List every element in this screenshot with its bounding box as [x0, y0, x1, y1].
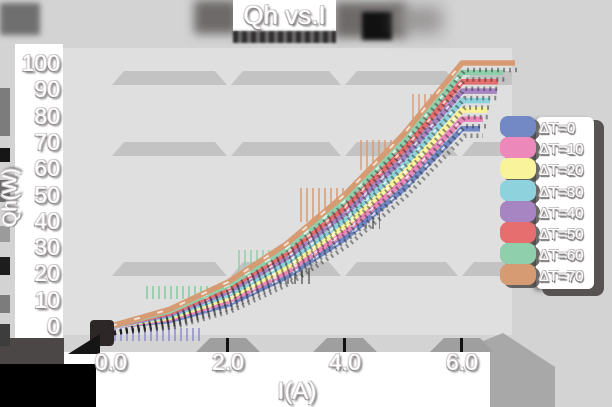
tick-mark [460, 338, 463, 352]
ghost-band-segment [231, 142, 341, 156]
legend-swatch-ΔT=20 [500, 158, 536, 180]
ghost-tick-bump [196, 338, 260, 352]
ghost-band-segment [345, 262, 458, 276]
y-tick-label: 40 [34, 207, 60, 234]
ghost-band-segment [462, 71, 512, 85]
edge-ghost-dash [0, 88, 10, 136]
y-axis-strip [15, 44, 63, 349]
x-tick-label: 4.0 [329, 349, 361, 375]
legend-label: ΔT=60 [539, 247, 584, 265]
legend-swatch-ΔT=40 [500, 200, 536, 222]
tick-mark [343, 338, 346, 352]
legend-swatch-ΔT=50 [500, 222, 536, 243]
y-tick-label: 70 [34, 128, 60, 155]
x-axis-strip [58, 352, 490, 407]
edge-ghost-dash [0, 180, 10, 202]
ghost-band [112, 262, 512, 276]
ghost-streak-green [146, 286, 246, 299]
edge-ghost-dash [0, 257, 10, 275]
ghost-band [112, 142, 512, 156]
ghost-band-segment [231, 71, 341, 85]
y-tick-label: 60 [34, 155, 60, 182]
legend-swatch-ΔT=0 [500, 116, 536, 137]
title-shadow-blob [194, 0, 238, 34]
ghost-streak-tan [360, 140, 404, 170]
edge-ghost-dash [0, 226, 10, 242]
x-tick-label: 0.0 [95, 349, 127, 375]
title-background [233, 0, 336, 31]
legend-panel [536, 117, 594, 289]
y-tick-label: 80 [34, 102, 60, 129]
x-tick-label: 2.0 [212, 349, 244, 375]
legend-label: ΔT=50 [539, 226, 584, 243]
legend-label: ΔT=0 [539, 120, 576, 137]
edge-ghost-dash [0, 148, 10, 162]
y-tick-label: 90 [34, 76, 60, 103]
x-tick-label: 6.0 [446, 349, 478, 375]
glitch-corner-black [0, 364, 96, 407]
title-ghost-smudge [233, 31, 336, 43]
legend-swatch-ΔT=60 [500, 243, 536, 265]
ghost-band-segment [112, 262, 227, 276]
edge-ghost-dash [0, 295, 10, 313]
title-shadow-fade [396, 6, 442, 34]
glitch-topleft-blob [0, 3, 40, 35]
y-tick-label: 50 [34, 181, 60, 208]
ghost-band-segment [112, 142, 227, 156]
tick-mark [226, 338, 229, 352]
ghost-streak-blue [114, 328, 204, 341]
legend-label: ΔT=70 [539, 268, 584, 286]
ghost-streak-dark [252, 268, 312, 284]
ghost-tick-bump [313, 338, 377, 352]
legend-label: ΔT=30 [539, 183, 584, 201]
ghost-band-segment [112, 71, 227, 85]
ghost-band [112, 71, 512, 85]
legend-swatch-ΔT=70 [500, 264, 536, 286]
y-tick-label: 30 [34, 234, 60, 261]
edge-ghost-dash [0, 324, 10, 346]
ghost-tick-bump [430, 338, 494, 352]
x-axis-title: I(A) [277, 378, 317, 405]
legend-swatch-ΔT=10 [500, 137, 536, 159]
glitch-corner-dark [0, 338, 64, 368]
y-tick-label: 10 [34, 286, 60, 313]
y-tick-label: 100 [21, 50, 60, 76]
legend-label: ΔT=20 [539, 162, 584, 180]
legend-label: ΔT=40 [539, 204, 584, 222]
y-tick-label: 20 [34, 260, 60, 287]
y-tick-label: 0 [47, 313, 60, 339]
ghost-streak-dark [330, 213, 380, 229]
ghost-streak-tan [412, 94, 448, 122]
legend-swatch-ΔT=30 [500, 179, 536, 201]
ghost-band-segment [345, 71, 458, 85]
legend-label: ΔT=10 [539, 141, 584, 159]
chart-title: Qh vs.I [243, 0, 326, 30]
plot-area [63, 48, 512, 335]
title-shadow-chip [362, 12, 392, 40]
